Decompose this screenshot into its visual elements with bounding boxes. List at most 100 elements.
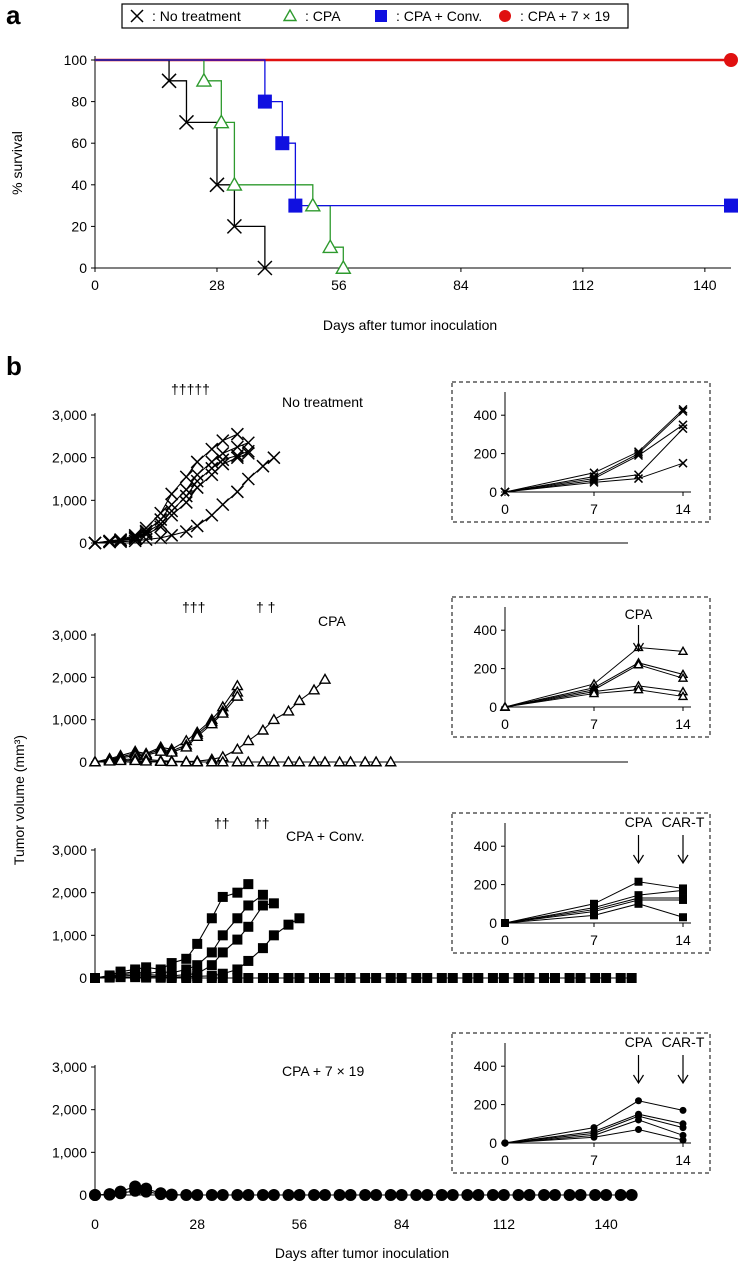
- triangle-marker: [293, 694, 306, 706]
- x-tick-label: 0: [91, 277, 99, 293]
- x-marker: [678, 420, 688, 430]
- square-marker: [283, 973, 294, 983]
- marker-stroke: [179, 489, 193, 503]
- survival-line: [95, 59, 731, 207]
- x-tick-label: 28: [209, 277, 225, 293]
- x-marker: [678, 406, 688, 416]
- triangle-marker: [128, 754, 142, 766]
- triangle-marker: [231, 689, 244, 701]
- y-tick-label: 0: [79, 260, 87, 276]
- marker-stroke: [678, 406, 688, 416]
- inset-arrow-head: [632, 854, 645, 865]
- circle-marker: [344, 1189, 357, 1201]
- x-marker: [230, 451, 244, 465]
- legend-label: : No treatment: [152, 8, 241, 24]
- circle-marker: [165, 1189, 178, 1201]
- inset-x-tick-label: 0: [501, 501, 509, 517]
- square-marker: [232, 913, 243, 924]
- triangle-marker: [226, 176, 243, 191]
- circle-marker: [180, 1189, 193, 1201]
- x-marker: [241, 472, 255, 486]
- marker-stroke: [633, 447, 644, 457]
- circle-marker: [154, 1188, 167, 1201]
- circle-marker: [679, 1131, 687, 1139]
- square-marker: [181, 973, 192, 983]
- marker-stroke: [678, 404, 688, 414]
- legend-item-no-treatment: : No treatment: [130, 8, 241, 24]
- chart-title: CPA + 7 × 19: [282, 1063, 364, 1079]
- y-axis-label: Tumor volume (mm³): [11, 735, 27, 865]
- inset-chart: 0 200 400 0 7 14 CPA CAR-T: [451, 812, 711, 954]
- x-marker: [205, 455, 219, 469]
- circle-marker: [635, 1116, 642, 1124]
- inset-line: [504, 428, 684, 493]
- inset-line: [504, 889, 684, 924]
- square-marker: [232, 887, 243, 898]
- triangle-marker: [588, 688, 600, 698]
- x-marker: [130, 9, 144, 23]
- marker-stroke: [139, 527, 153, 541]
- x-marker: [128, 534, 142, 548]
- inset-y-tick-label: 0: [489, 484, 497, 500]
- tumor-growth-line: [94, 450, 249, 544]
- marker-stroke: [165, 504, 179, 518]
- marker-stroke: [154, 520, 168, 534]
- triangle-marker: [242, 734, 255, 746]
- circle-marker: [267, 1189, 280, 1201]
- square-marker: [590, 973, 601, 983]
- x-marker: [154, 531, 168, 545]
- marker-stroke: [216, 434, 230, 448]
- inset-line: [504, 462, 684, 493]
- triangle-marker: [195, 72, 213, 87]
- square-marker: [257, 973, 268, 983]
- circle-marker: [140, 1185, 153, 1198]
- marker-stroke: [179, 483, 193, 497]
- marker-stroke: [128, 532, 142, 546]
- inset-arrow-head: [677, 854, 689, 865]
- marker-stroke: [230, 485, 244, 499]
- inset-arrow-head: [632, 1074, 645, 1085]
- marker-stroke: [256, 459, 270, 473]
- inset-x-tick-label: 7: [590, 932, 598, 948]
- inset-frame: [451, 381, 711, 523]
- survival-line: [95, 59, 344, 268]
- marker-stroke: [130, 9, 144, 23]
- square-marker: [232, 964, 243, 975]
- circle-marker: [625, 1189, 638, 1201]
- marker-stroke: [678, 420, 688, 430]
- x-marker: [633, 450, 644, 461]
- x-marker: [190, 455, 204, 469]
- triangle-marker: [677, 672, 689, 682]
- circle-marker: [590, 1133, 598, 1141]
- chart-title: CPA + Conv.: [286, 828, 364, 844]
- marker-stroke: [216, 457, 230, 471]
- square-marker: [217, 973, 228, 983]
- inset-line: [504, 409, 684, 493]
- marker-stroke: [241, 446, 255, 460]
- circle-marker: [679, 1124, 687, 1132]
- tumor-growth-line: [94, 696, 238, 763]
- inset-x-tick-label: 14: [675, 932, 691, 948]
- inset-frame: [451, 812, 711, 954]
- square-marker: [294, 913, 305, 924]
- triangle-marker: [191, 730, 204, 742]
- marker-stroke: [500, 487, 510, 497]
- marker-stroke: [633, 449, 644, 459]
- triangle-marker: [231, 742, 244, 754]
- x-tick-label: 112: [572, 277, 595, 293]
- square-marker: [181, 953, 192, 964]
- square-marker: [575, 973, 586, 983]
- inset-x-tick-label: 0: [501, 932, 509, 948]
- x-tick-label: 56: [292, 1216, 308, 1232]
- marker-stroke: [633, 470, 644, 480]
- y-tick-label: 1,000: [52, 712, 87, 728]
- x-marker: [165, 504, 179, 518]
- legend: : No treatment : CPA : CPA + Conv. : CPA…: [121, 3, 629, 29]
- x-marker: [128, 532, 142, 546]
- marker-stroke: [633, 450, 644, 461]
- square-marker: [206, 947, 217, 958]
- square-marker: [243, 879, 254, 890]
- x-tick-label: 140: [693, 277, 717, 293]
- x-marker: [589, 477, 599, 487]
- triangle-marker: [677, 691, 689, 701]
